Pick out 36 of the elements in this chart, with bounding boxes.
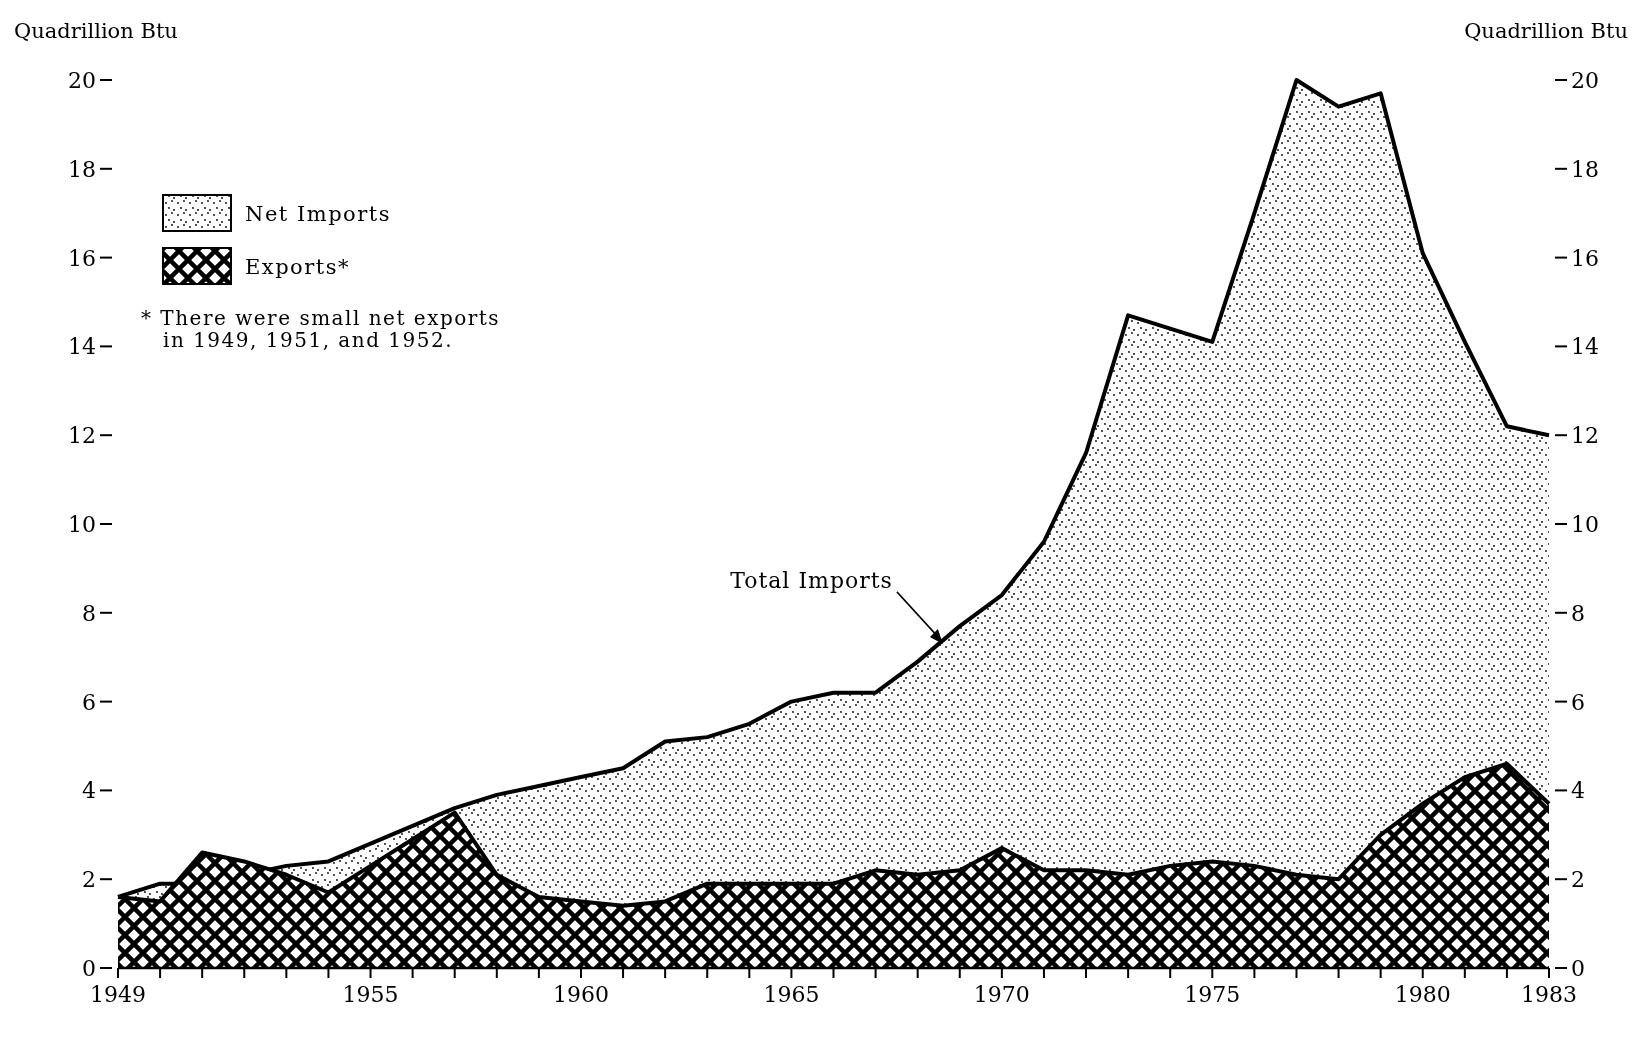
y2-tick-label: 10	[1571, 512, 1599, 537]
y-tick-label: 8	[82, 600, 96, 626]
x-tick-label: 1975	[1184, 982, 1241, 1007]
x-tick-label: 1949	[90, 982, 146, 1007]
x-tick-label: 1955	[342, 982, 399, 1007]
y-tick-label: 2	[82, 867, 96, 893]
y-tick-label: 10	[68, 512, 96, 537]
y2-tick-label: 14	[1571, 334, 1599, 360]
x-tick-label: 1965	[763, 982, 820, 1007]
y2-tick-label: 20	[1571, 68, 1599, 93]
x-tick-label: 1970	[973, 982, 1030, 1007]
y2-tick-label: 6	[1571, 689, 1585, 715]
y-tick-label: 18	[68, 156, 96, 182]
y2-tick-label: 0	[1571, 956, 1585, 981]
y2-tick-label: 4	[1571, 778, 1585, 804]
y2-axis-title: Quadrillion Btu	[1464, 19, 1628, 43]
y-axis-title: Quadrillion Btu	[14, 19, 178, 43]
x-tick-label: 1983	[1521, 982, 1577, 1007]
y2-tick-label: 18	[1571, 156, 1599, 182]
y-tick-label: 14	[68, 334, 96, 360]
y-tick-label: 6	[82, 689, 96, 715]
annotation: * There were small net exports in 1949, 1951, and 1952.	[141, 306, 501, 352]
y2-tick-label: 2	[1571, 867, 1585, 893]
y-tick-label: 16	[68, 245, 96, 271]
y-tick-label: 20	[68, 68, 96, 93]
y2-tick-label: 8	[1571, 600, 1585, 626]
legend-label: Net Imports	[245, 202, 391, 226]
y2-tick-label: 12	[1571, 423, 1599, 449]
x-tick-label: 1980	[1394, 982, 1451, 1007]
y-tick-label: 12	[68, 423, 96, 449]
y-tick-label: 0	[82, 956, 96, 981]
legend-label: Exports*	[245, 255, 351, 279]
y-tick-label: 4	[82, 778, 96, 804]
y2-tick-label: 16	[1571, 245, 1599, 271]
annotation: Total Imports	[730, 567, 893, 593]
x-tick-label: 1960	[552, 982, 609, 1007]
